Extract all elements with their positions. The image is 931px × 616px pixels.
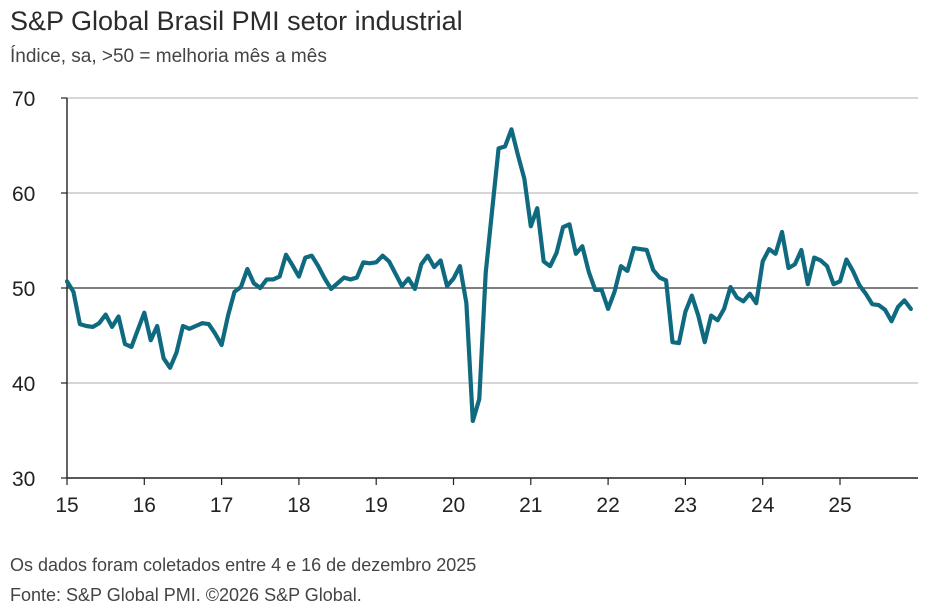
x-axis-tick-labels: 15 16 17 18 19 20 21 22 23 24 25 [55,494,851,517]
chart-subtitle: Índice, sa, >50 = melhoria mês a mês [10,46,327,67]
y-tick-label: 40 [12,373,35,396]
x-tick-label: 21 [519,494,542,517]
x-tick-label: 22 [596,494,619,517]
y-tick-label: 50 [12,278,35,301]
y-tick-label: 70 [12,88,35,111]
x-tick-label: 25 [828,494,851,517]
pmi-series-line [64,127,913,424]
data-collection-note: Os dados foram coletados entre 4 e 16 de… [10,555,477,575]
gridlines [67,97,918,384]
x-tick-label: 17 [210,494,233,517]
source-note: Fonte: S&P Global PMI. ©2026 S&P Global. [10,585,362,605]
x-tick-label: 24 [751,494,775,517]
x-tick-label: 15 [55,494,78,517]
x-tick-label: 16 [133,494,156,517]
y-tick-label: 60 [12,183,35,206]
y-axis-tick-labels: 30 40 50 60 70 [12,88,35,491]
chart-title: S&P Global Brasil PMI setor industrial [10,6,463,36]
y-tick-label: 30 [12,468,35,491]
x-tick-label: 20 [442,494,465,517]
series-layer [64,127,913,424]
x-tick-label: 18 [287,494,310,517]
axes [61,97,918,485]
x-tick-label: 23 [674,494,697,517]
x-tick-label: 19 [365,494,388,517]
